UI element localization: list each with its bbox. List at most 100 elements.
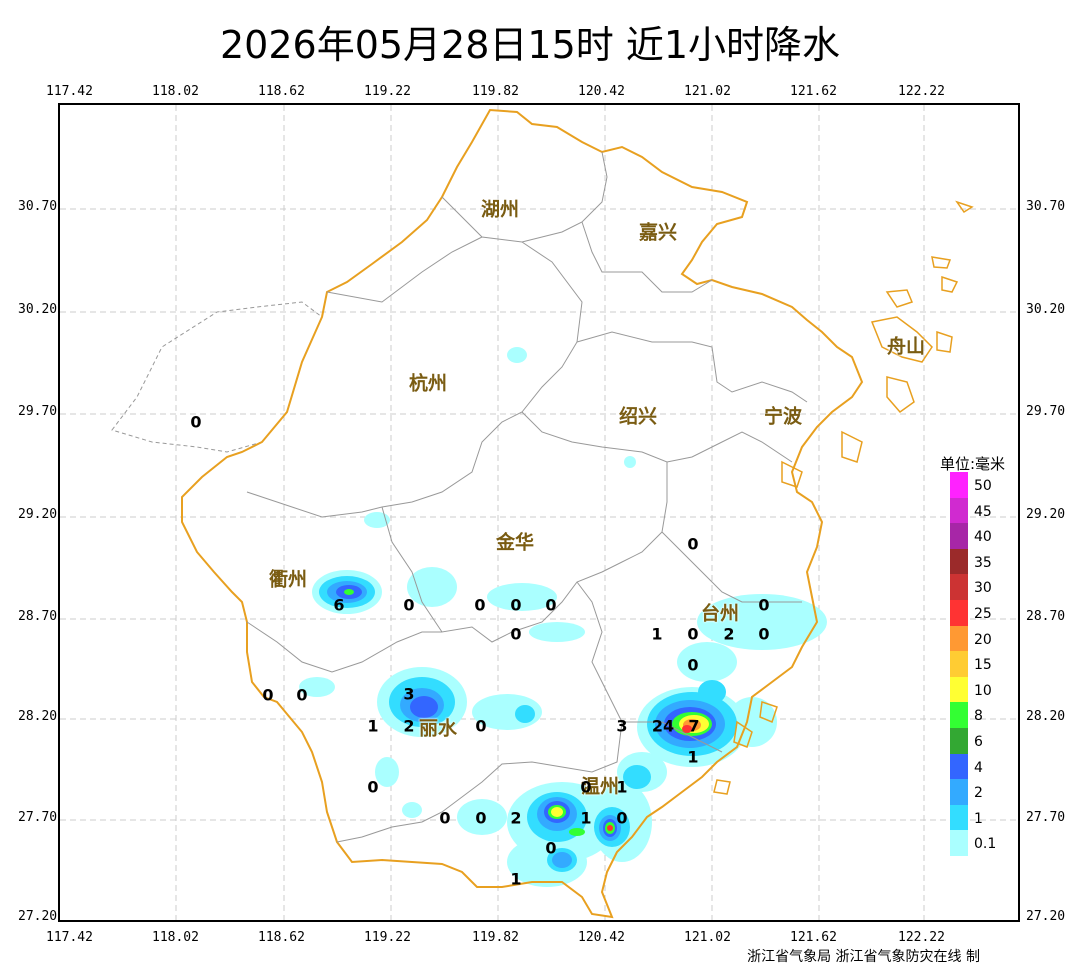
- lat-tick: 29.70: [18, 404, 58, 419]
- precip-value: 6: [333, 595, 345, 615]
- legend-label: 10: [974, 682, 992, 699]
- lon-tick: 119.22: [364, 84, 411, 99]
- map-title: 2026年05月28日15时 近1小时降水: [219, 23, 841, 67]
- lat-tick: 28.20: [1026, 709, 1066, 724]
- legend-label: 45: [974, 503, 992, 520]
- legend-swatch: [950, 779, 968, 805]
- lon-tick: 117.42: [46, 930, 93, 945]
- precip-value: 0: [296, 685, 308, 705]
- footer-credit: 浙江省气象局 浙江省气象防灾在线 制: [747, 949, 980, 965]
- precip-value: 0: [545, 595, 557, 615]
- legend-label: 8: [974, 708, 983, 725]
- legend-item: 10: [950, 676, 1020, 703]
- city-label-ningbo: 宁波: [763, 405, 803, 428]
- precip-value: 0: [758, 624, 770, 644]
- precip-value: 1: [580, 808, 592, 828]
- lon-tick: 119.82: [472, 930, 519, 945]
- legend-label: 30: [974, 580, 992, 597]
- lat-tick: 27.70: [1026, 810, 1066, 825]
- precipitation-layer: [299, 347, 827, 887]
- precip-value: 0: [510, 595, 522, 615]
- legend-swatch: [950, 753, 968, 780]
- lon-tick: 121.62: [790, 84, 837, 99]
- precip-value: 0: [475, 808, 487, 828]
- precip-value: 0: [439, 808, 451, 828]
- lat-tick: 27.20: [1026, 909, 1066, 924]
- legend-item: 8: [950, 702, 1020, 728]
- lat-tick: 30.70: [1026, 199, 1066, 214]
- lon-tick: 119.82: [472, 84, 519, 99]
- precip-value: 0: [580, 777, 592, 797]
- map-canvas[interactable]: [58, 103, 1020, 922]
- legend-item: 35: [950, 548, 1020, 575]
- legend-label: 1: [974, 810, 983, 827]
- lat-tick: 28.20: [18, 709, 58, 724]
- lon-tick: 122.22: [898, 930, 945, 945]
- city-label-zhoushan: 舟山: [886, 335, 926, 358]
- precip-value: 2: [403, 716, 415, 736]
- city-label-quzhou: 衢州: [268, 568, 308, 591]
- city-label-taizhou: 台州: [700, 602, 740, 625]
- legend-swatch: [950, 497, 968, 524]
- lat-tick: 30.20: [1026, 302, 1066, 317]
- lat-tick: 28.70: [1026, 609, 1066, 624]
- precip-value: 0: [403, 595, 415, 615]
- precip-value: 0: [475, 716, 487, 736]
- precip-value: 2: [510, 808, 522, 828]
- precip-value: 1: [651, 624, 663, 644]
- legend-label: 40: [974, 529, 992, 546]
- legend-title: 单位:毫米: [940, 455, 1006, 473]
- legend-item: 6: [950, 727, 1020, 754]
- legend-label: 50: [974, 478, 992, 494]
- legend-item: 2: [950, 779, 1020, 805]
- city-label-lishui: 丽水: [418, 717, 458, 740]
- lon-tick: 118.02: [152, 84, 199, 99]
- precip-value: 24: [651, 716, 675, 736]
- neighbor-border: [111, 301, 323, 453]
- precip-value: 1: [687, 747, 699, 767]
- precip-value: 7: [688, 716, 700, 736]
- lon-tick: 118.02: [152, 930, 199, 945]
- legend-item: 30: [950, 574, 1020, 600]
- legend-item: 25: [950, 599, 1020, 626]
- province-border: [181, 108, 864, 919]
- legend-item: 1: [950, 804, 1020, 831]
- precip-value: 1: [616, 777, 628, 797]
- legend-swatch: [950, 702, 968, 728]
- legend-item: 20: [950, 625, 1020, 652]
- legend-swatch: [950, 599, 968, 626]
- lon-tick: 120.42: [578, 930, 625, 945]
- islands: [713, 200, 974, 795]
- legend-label: 15: [974, 657, 992, 674]
- legend-label: 0.1: [974, 836, 997, 853]
- legend-label: 2: [974, 785, 983, 802]
- city-label-hangzhou: 杭州: [408, 372, 448, 395]
- precip-value: 0: [687, 655, 699, 675]
- precip-value: 0: [510, 624, 522, 644]
- lat-tick: 27.70: [18, 810, 58, 825]
- legend-swatch: [950, 727, 968, 754]
- legend-swatch: [950, 523, 968, 549]
- city-label-shaoxing: 绍兴: [618, 405, 658, 428]
- legend-swatch: [950, 472, 968, 498]
- city-label-jinhua: 金华: [495, 531, 535, 554]
- legend-item: 40: [950, 523, 1020, 549]
- legend-swatch: [950, 676, 968, 703]
- legend-label: 6: [974, 733, 983, 750]
- lat-tick: 29.20: [1026, 507, 1066, 522]
- legend-label: 25: [974, 605, 992, 622]
- lat-tick: 30.70: [18, 199, 58, 214]
- lon-tick: 118.62: [258, 930, 305, 945]
- legend-label: 35: [974, 554, 992, 571]
- precip-value: 3: [616, 716, 628, 736]
- precip-value: 0: [687, 534, 699, 554]
- legend: 50 45 40 35 30 25 20 15 10 8 6 4 2 1 0.1: [950, 472, 1020, 856]
- legend-swatch: [950, 548, 968, 575]
- legend-item: 15: [950, 651, 1020, 677]
- lon-tick: 119.22: [364, 930, 411, 945]
- precip-value: 0: [190, 412, 202, 432]
- map-svg: [60, 105, 1018, 920]
- lon-tick: 121.62: [790, 930, 837, 945]
- legend-item: 0.1: [950, 830, 1020, 856]
- lat-tick: 30.20: [18, 302, 58, 317]
